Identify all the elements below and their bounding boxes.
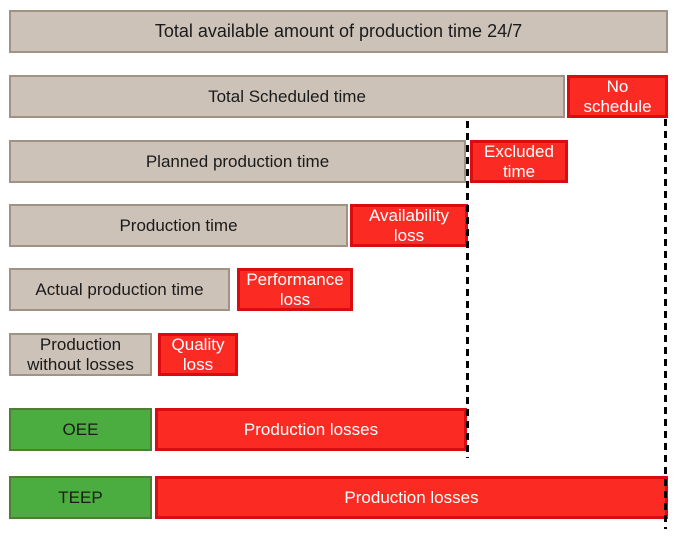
total-available-time-bar-label: Total available amount of production tim… bbox=[154, 21, 523, 42]
oee-production-losses-bar: Production losses bbox=[155, 408, 467, 451]
oee-bar-label: OEE bbox=[62, 419, 99, 439]
performance-loss-bar: Performance loss bbox=[237, 268, 353, 311]
teep-production-losses-bar: Production losses bbox=[155, 476, 668, 519]
total-available-time-bar: Total available amount of production tim… bbox=[9, 10, 668, 53]
production-without-losses-bar-label: Production without losses bbox=[27, 334, 134, 374]
quality-loss-bar-label: Quality loss bbox=[171, 334, 225, 374]
teep-bar-label: TEEP bbox=[58, 487, 103, 507]
excluded-time-bar-label: Excluded time bbox=[484, 141, 554, 181]
oee-bar: OEE bbox=[9, 408, 152, 451]
total-scheduled-time-bar: Total Scheduled time bbox=[9, 75, 565, 118]
no-schedule-bar-label: No schedule bbox=[583, 76, 652, 116]
oee-production-losses-bar-label: Production losses bbox=[243, 419, 379, 439]
total-scheduled-time-bar-label: Total Scheduled time bbox=[208, 86, 366, 106]
performance-loss-bar-label: Performance loss bbox=[246, 269, 344, 309]
quality-loss-bar: Quality loss bbox=[158, 333, 238, 376]
no-schedule-bar: No schedule bbox=[567, 75, 668, 118]
total-time-boundary-line bbox=[664, 119, 667, 529]
actual-production-time-bar-label: Actual production time bbox=[35, 279, 204, 299]
actual-production-time-bar: Actual production time bbox=[9, 268, 230, 311]
planned-production-time-bar: Planned production time bbox=[9, 140, 466, 183]
excluded-time-boundary-line bbox=[466, 121, 469, 458]
teep-production-losses-bar-label: Production losses bbox=[344, 487, 479, 507]
production-time-bar-label: Production time bbox=[119, 215, 238, 235]
excluded-time-bar: Excluded time bbox=[470, 140, 568, 183]
production-without-losses-bar: Production without losses bbox=[9, 333, 152, 376]
production-time-bar: Production time bbox=[9, 204, 348, 247]
availability-loss-bar: Availability loss bbox=[350, 204, 468, 247]
planned-production-time-bar-label: Planned production time bbox=[145, 151, 330, 171]
availability-loss-bar-label: Availability loss bbox=[368, 205, 449, 245]
teep-bar: TEEP bbox=[9, 476, 152, 519]
